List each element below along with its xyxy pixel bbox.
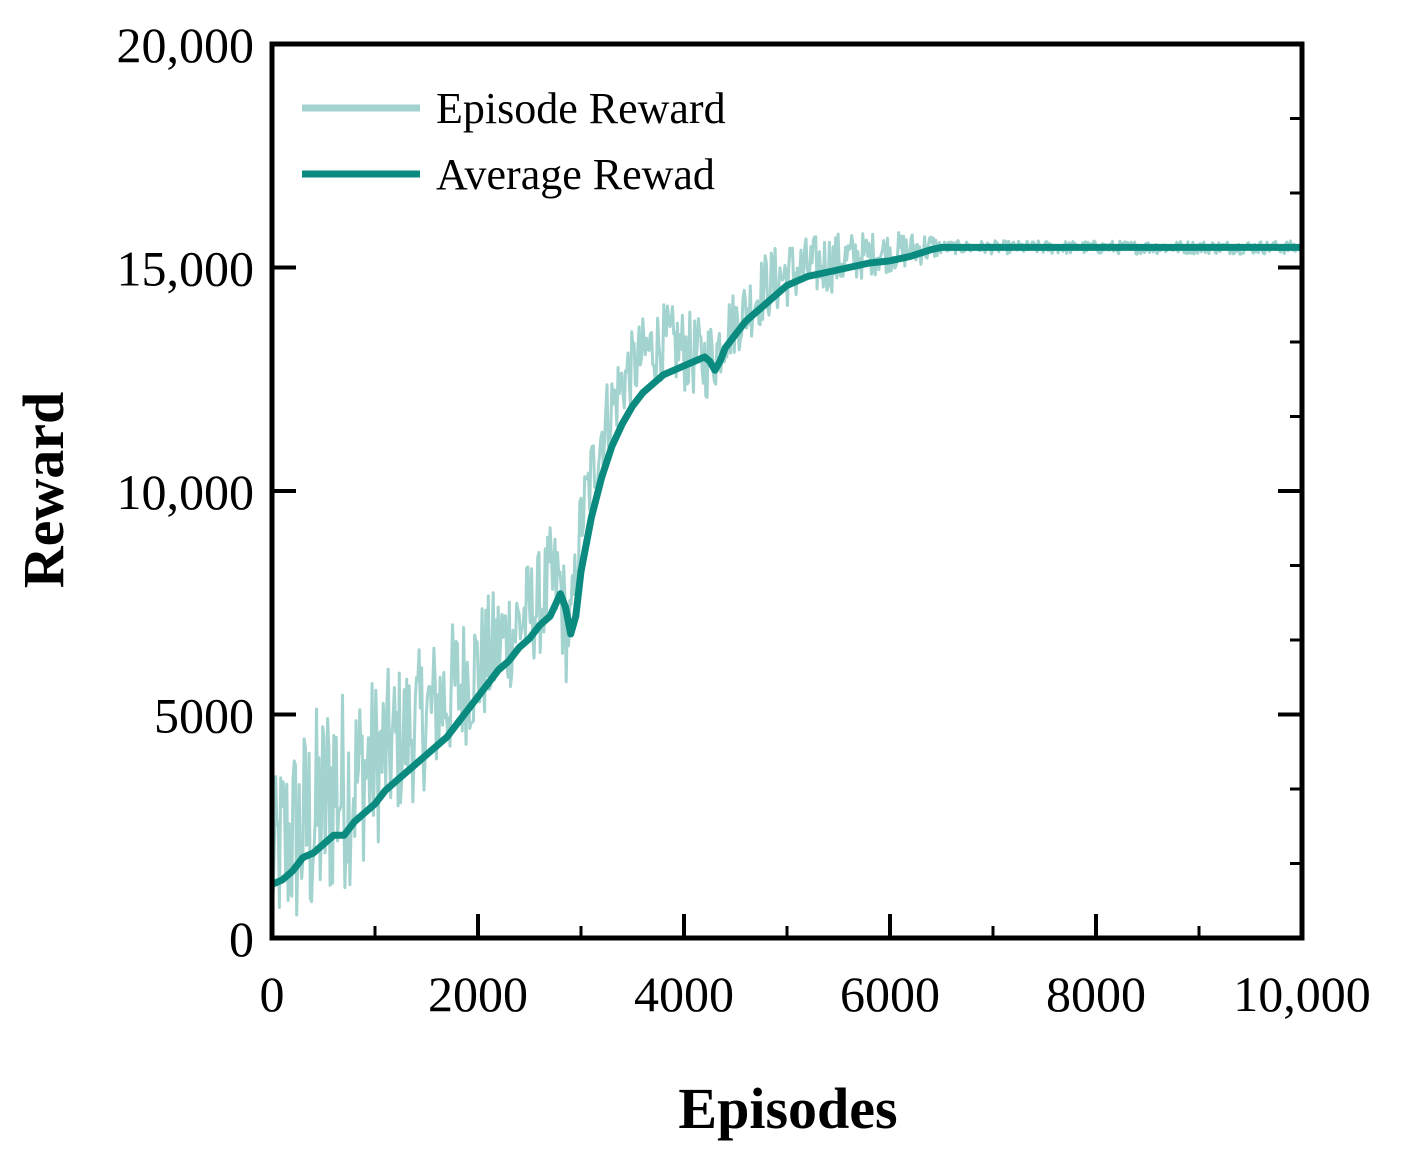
legend: Episode Reward Average Rewad: [302, 84, 726, 199]
legend-label-episode-reward: Episode Reward: [436, 84, 726, 133]
series-line-average-reward: [272, 243, 1302, 888]
y-tick-label: 0: [229, 911, 254, 967]
series-layer: [272, 231, 1302, 917]
x-tick-label: 4000: [634, 966, 734, 1022]
y-tick-label: 15,000: [117, 241, 255, 297]
x-tick-label: 0: [260, 966, 285, 1022]
y-tick-label: 10,000: [117, 464, 255, 520]
ticks-layer: 0 2000 4000 6000 8000 10,000 0 5000 10,000 15,000…: [117, 17, 1371, 1022]
x-tick-label: 6000: [840, 966, 940, 1022]
plot-frame: [269, 41, 1305, 941]
y-tick-label: 20,000: [117, 17, 255, 73]
y-axis-label: Reward: [11, 392, 76, 589]
x-tick-label: 2000: [428, 966, 528, 1022]
legend-label-average-reward: Average Rewad: [436, 150, 715, 199]
x-tick-label: 8000: [1046, 966, 1146, 1022]
y-tick-label: 5000: [154, 688, 254, 744]
series-line-episode-reward: [272, 231, 1302, 917]
x-tick-label: 10,000: [1233, 966, 1371, 1022]
x-axis-label: Episodes: [678, 1076, 897, 1141]
axes-layer: [269, 41, 1305, 941]
